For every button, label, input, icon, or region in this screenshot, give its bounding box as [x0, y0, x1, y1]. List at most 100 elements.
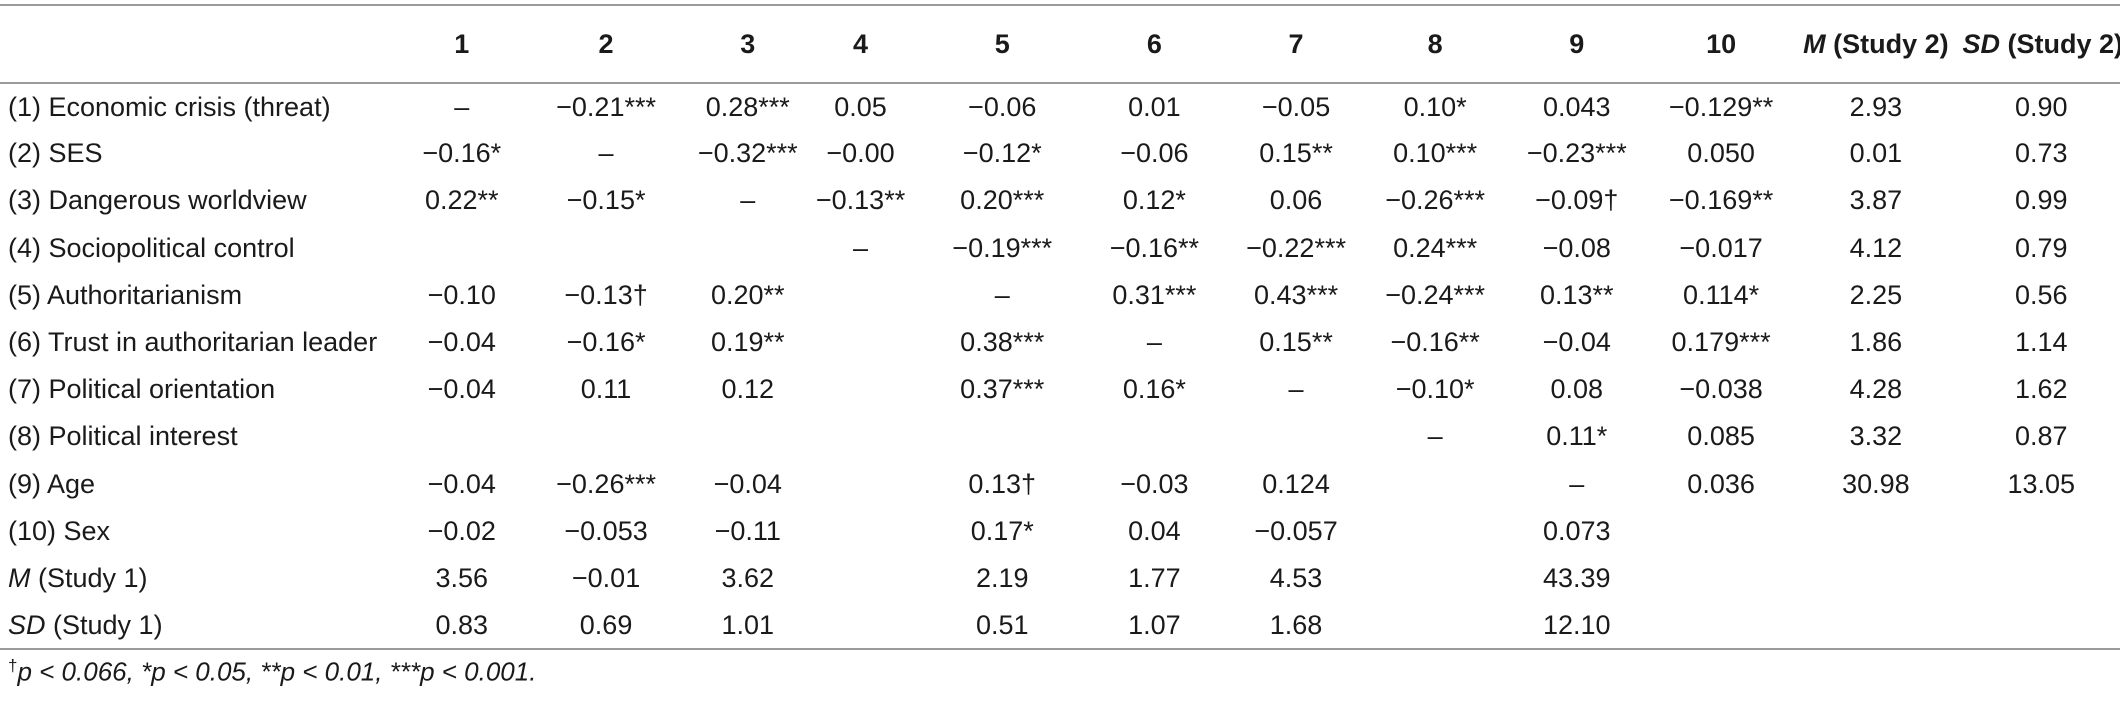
table-cell: −0.26*** [1385, 185, 1486, 216]
table-cell [1789, 602, 1962, 649]
table-cell: 1.77 [1128, 562, 1181, 593]
table-row: M (Study 1) 3.56 −0.01 3.62 2.19 1.77 4.53 43.3… [0, 555, 2120, 602]
table-cell: 0.83 [435, 609, 489, 640]
table-cell: 1.07 [1128, 609, 1181, 640]
table-cell: 3.62 [721, 562, 775, 593]
table-cell: 1.01 [721, 609, 775, 640]
table-cell: 4.28 [1849, 374, 1903, 405]
table-cell [803, 602, 918, 649]
table-cell: 0.10*** [1393, 138, 1478, 169]
table-cell: −0.10 [427, 279, 496, 310]
table-row: (6) Trust in authoritarian leader −0.04 −0… [0, 319, 2120, 366]
col-header-8: 8 [1427, 28, 1443, 59]
table-cell: 0.87 [2014, 421, 2068, 452]
table-footnote: †p < 0.066, *p < 0.05, **p < 0.01, ***p … [8, 656, 536, 688]
table-cell: −0.16** [1390, 327, 1480, 358]
table-cell: 0.085 [1687, 421, 1755, 452]
row-label-italic: SD [8, 609, 46, 640]
table-cell: 0.38*** [960, 327, 1045, 358]
table-cell: −0.13** [815, 185, 906, 216]
row-label: (7) Political orientation [8, 374, 276, 405]
table-cell: 0.10* [1403, 91, 1467, 122]
table-cell: −0.057 [1254, 515, 1338, 546]
table-cell: – [1146, 327, 1162, 358]
table-row: (8) Political interest – 0.11* 0.085 3.32 0.8… [0, 413, 2120, 460]
row-label: (4) Sociopolitical control [8, 232, 295, 263]
table-cell: −0.06 [968, 91, 1037, 122]
row-label: (6) Trust in authoritarian leader [8, 327, 378, 358]
table-cell: 1.86 [1849, 327, 1903, 358]
table-cell: 0.050 [1687, 138, 1755, 169]
table-cell: 0.22** [424, 185, 499, 216]
table-cell: −0.04 [713, 468, 782, 499]
row-label-rest: (Study 1) [30, 562, 148, 593]
table-cell: −0.16** [1109, 232, 1200, 263]
table-cell: 0.17* [970, 515, 1034, 546]
table-cell: – [1427, 421, 1443, 452]
table-cell: 4.12 [1849, 232, 1903, 263]
table-cell [803, 413, 918, 460]
table-cell [519, 413, 692, 460]
table-cell [1370, 602, 1501, 649]
row-label-rest: (Study 1) [45, 609, 163, 640]
table-cell [1962, 508, 2120, 555]
table-cell: 0.12 [721, 374, 775, 405]
col-header-1: 1 [454, 28, 470, 59]
table-cell: −0.24*** [1385, 279, 1486, 310]
table-cell: 0.28*** [705, 91, 790, 122]
table-cell: −0.19*** [952, 232, 1053, 263]
table-row: (3) Dangerous worldview 0.22** −0.15* – −0.1… [0, 177, 2120, 224]
table-cell: −0.06 [1120, 138, 1189, 169]
table-cell: 0.20** [710, 279, 785, 310]
table-cell: 0.15** [1259, 327, 1333, 358]
table-cell: −0.08 [1542, 232, 1611, 263]
table-cell: 0.43*** [1254, 279, 1339, 310]
table-row: (7) Political orientation −0.04 0.11 0.12 0.… [0, 366, 2120, 413]
table-cell: 0.01 [1128, 91, 1181, 122]
table-cell [1653, 555, 1789, 602]
col-header-m-rest: (Study 2) [1825, 28, 1949, 59]
table-cell: 0.12* [1122, 185, 1186, 216]
table-cell: – [1569, 468, 1585, 499]
table-cell [1370, 508, 1501, 555]
table-cell [1653, 508, 1789, 555]
table-row: (4) Sociopolitical control – −0.19*** −0.16… [0, 225, 2120, 272]
table-cell: −0.053 [564, 515, 648, 546]
table-row: (2) SES −0.16* – −0.32*** −0.00 −0.12* −0.06 0.… [0, 130, 2120, 177]
table-cell: 0.124 [1262, 468, 1330, 499]
table-cell: −0.11 [714, 515, 781, 546]
col-header-4: 4 [853, 28, 869, 59]
table-cell: −0.129** [1668, 91, 1774, 122]
col-header-sd-italic: SD [1962, 28, 2000, 59]
table-cell [1789, 555, 1962, 602]
table-cell: −0.038 [1679, 374, 1763, 405]
col-header-2: 2 [598, 28, 614, 59]
table-cell: −0.15* [566, 185, 646, 216]
table-cell: −0.09† [1535, 185, 1619, 216]
row-label: SD (Study 1) [0, 602, 404, 649]
row-label: M (Study 1) [0, 555, 404, 602]
table-cell: 0.13† [968, 468, 1036, 499]
table-cell: −0.16* [566, 327, 646, 358]
table-cell: 1.62 [2014, 374, 2068, 405]
table-cell: – [1288, 374, 1304, 405]
table-cell: 0.51 [975, 609, 1029, 640]
footnote-text: p < 0.066, *p < 0.05, **p < 0.01, ***p <… [17, 656, 537, 687]
table-cell: 0.11* [1546, 421, 1608, 452]
table-cell: 0.19** [710, 327, 785, 358]
row-label: (2) SES [8, 138, 103, 169]
table-cell: −0.12* [962, 138, 1042, 169]
table-cell [1962, 555, 2120, 602]
table-row: (1) Economic crisis (threat) – −0.21*** 0.2… [0, 83, 2120, 130]
header-corner [0, 5, 404, 83]
table-cell [918, 413, 1086, 460]
table-cell [803, 461, 918, 508]
table-cell: 2.25 [1849, 279, 1903, 310]
table-row: (9) Age −0.04 −0.26*** −0.04 0.13† −0.03 0.124… [0, 461, 2120, 508]
table-cell: −0.04 [427, 374, 496, 405]
table-cell: 13.05 [2007, 468, 2076, 499]
table-cell: 0.79 [2014, 232, 2068, 263]
table-cell [1086, 413, 1222, 460]
table-cell: −0.05 [1261, 91, 1331, 122]
